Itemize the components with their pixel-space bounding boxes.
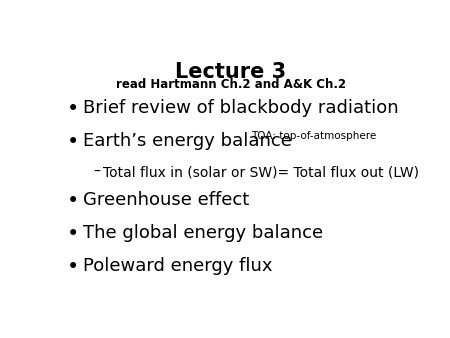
Text: •: • — [67, 257, 79, 277]
Text: Lecture 3: Lecture 3 — [175, 62, 286, 82]
Text: •: • — [67, 191, 79, 211]
Text: TOA: top-of-atmosphere: TOA: top-of-atmosphere — [252, 131, 377, 141]
Text: •: • — [67, 132, 79, 152]
Text: –: – — [94, 165, 100, 179]
Text: Brief review of blackbody radiation: Brief review of blackbody radiation — [83, 99, 399, 117]
Text: Total flux in (solar or SW)= Total flux out (LW): Total flux in (solar or SW)= Total flux … — [103, 165, 419, 179]
Text: Greenhouse effect: Greenhouse effect — [83, 191, 250, 209]
Text: The global energy balance: The global energy balance — [83, 224, 324, 242]
Text: •: • — [67, 224, 79, 244]
Text: Poleward energy flux: Poleward energy flux — [83, 257, 273, 275]
Text: Earth’s energy balance: Earth’s energy balance — [83, 132, 292, 150]
Text: •: • — [67, 99, 79, 119]
Text: read Hartmann Ch.2 and A&K Ch.2: read Hartmann Ch.2 and A&K Ch.2 — [116, 77, 346, 91]
